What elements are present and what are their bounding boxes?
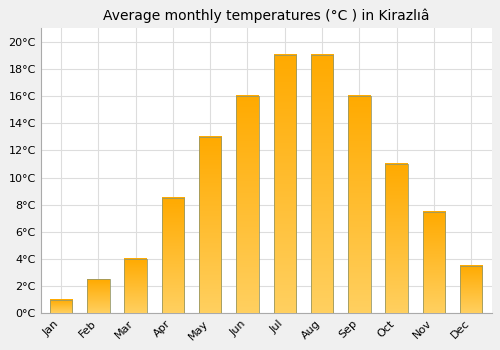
Bar	[162, 198, 184, 313]
Bar	[422, 211, 445, 313]
Bar	[50, 300, 72, 313]
Bar	[199, 137, 222, 313]
Bar	[124, 259, 147, 313]
Title: Average monthly temperatures (°C ) in Kirazlıâ: Average monthly temperatures (°C ) in Ki…	[103, 8, 430, 23]
Bar	[386, 164, 408, 313]
Bar	[87, 279, 110, 313]
Bar	[460, 266, 482, 313]
Bar	[236, 96, 258, 313]
Bar	[311, 55, 333, 313]
Bar	[348, 96, 370, 313]
Bar	[274, 55, 296, 313]
